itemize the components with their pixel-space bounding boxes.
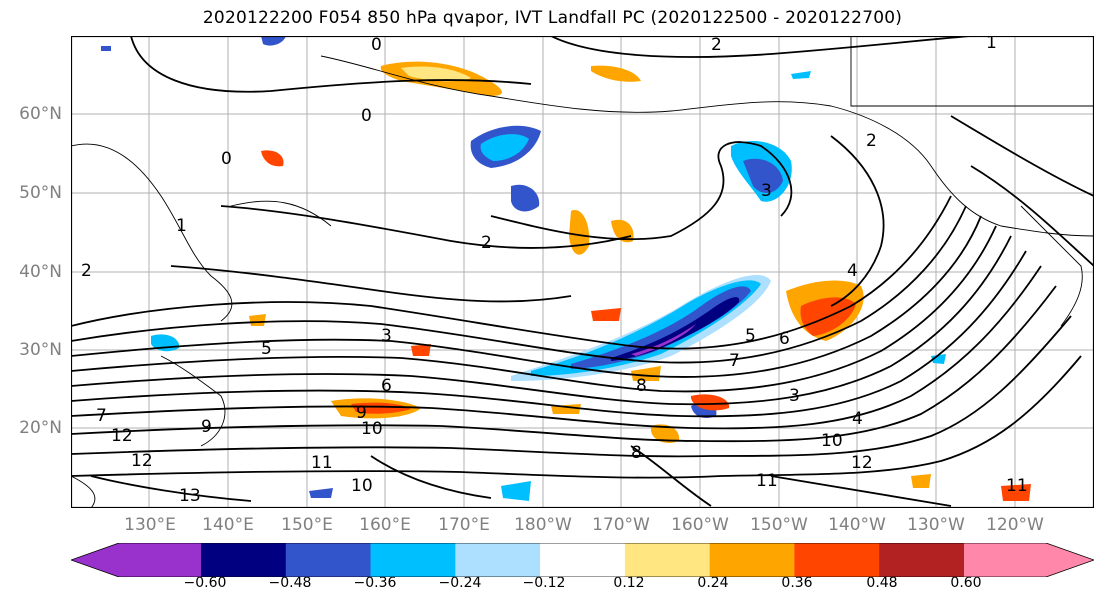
- map-panel: 0 2 1 0 0 2 2 3 1 2 3 4 5 6 7 8 9 10 11 …: [71, 36, 1094, 508]
- contour-label: 5: [261, 339, 272, 359]
- colorbar-segments: [71, 543, 1094, 577]
- colorbar-tick-label: 0.36: [781, 575, 813, 591]
- contour-label: 5: [745, 326, 756, 346]
- ivt-contours: [71, 36, 1094, 507]
- lat-label-50n: 50°N: [19, 183, 62, 203]
- colorbar-segment: [201, 543, 287, 577]
- contour-label: 2: [481, 233, 492, 253]
- coastlines: [71, 36, 1094, 508]
- contour-label: 11: [756, 471, 778, 491]
- contour-label: 12: [111, 426, 133, 446]
- contour-label: 0: [371, 36, 382, 55]
- contour-label: 1: [176, 216, 187, 236]
- lat-label-30n: 30°N: [19, 340, 62, 360]
- contour-label: 3: [381, 326, 392, 346]
- colorbar-extend-min: [71, 543, 201, 577]
- lon-label: 130°W: [907, 515, 965, 535]
- lon-label: 140°E: [202, 515, 254, 535]
- contour-label: 10: [361, 419, 383, 439]
- colorbar-segment: [709, 543, 795, 577]
- lat-label-40n: 40°N: [19, 262, 62, 282]
- shaded-anomalies: [101, 36, 1031, 501]
- contour-label: 4: [852, 409, 863, 429]
- contour-label: 0: [221, 149, 232, 169]
- contour-label: 3: [761, 181, 772, 201]
- lon-label: 160°W: [671, 515, 729, 535]
- lon-label: 150°W: [750, 515, 808, 535]
- lon-label: 160°E: [359, 515, 411, 535]
- colorbar-tick-label: −0.60: [183, 575, 227, 591]
- contour-label-layer: 0 2 1 0 0 2 2 3 1 2 3 4 5 6 7 8 9 10 11 …: [81, 36, 1028, 506]
- contour-label: 0: [361, 106, 372, 126]
- contour-label: 10: [351, 476, 373, 496]
- contour-label: 8: [636, 376, 647, 396]
- lon-label: 120°W: [986, 515, 1044, 535]
- contour-label: 7: [729, 351, 740, 371]
- colorbar-segment: [624, 543, 711, 577]
- contour-label: 8: [631, 443, 642, 463]
- colorbar: [71, 543, 1094, 577]
- colorbar-extend-max: [964, 543, 1094, 577]
- colorbar-tick-label: 0.48: [866, 575, 898, 591]
- lat-label-20n: 20°N: [19, 418, 62, 438]
- contour-label: 2: [81, 261, 92, 281]
- contour-label: 11: [1006, 476, 1028, 496]
- contour-label: 4: [847, 261, 858, 281]
- contour-label: 2: [711, 36, 722, 55]
- lon-label: 150°E: [281, 515, 333, 535]
- lon-label: 170°E: [438, 515, 490, 535]
- colorbar-segment: [455, 543, 541, 577]
- contour-label: 1: [986, 36, 997, 53]
- colorbar-tick-label: −0.48: [268, 575, 312, 591]
- contour-label: 3: [789, 386, 800, 406]
- contour-label: 2: [866, 131, 877, 151]
- colorbar-tick-label: −0.36: [353, 575, 397, 591]
- map-title: 2020122200 F054 850 hPa qvapor, IVT Land…: [202, 8, 903, 28]
- contour-label: 12: [851, 453, 873, 473]
- contour-label: 6: [381, 376, 392, 396]
- colorbar-tick-label: 0.60: [950, 575, 982, 591]
- contour-label: 6: [779, 329, 790, 349]
- contour-label: 10: [821, 431, 843, 451]
- contour-label: 7: [96, 406, 107, 426]
- colorbar-tick-label: 0.12: [613, 575, 645, 591]
- colorbar-segment: [370, 543, 456, 577]
- colorbar-segment: [285, 543, 372, 577]
- contour-label: 13: [179, 486, 201, 506]
- colorbar-tick-label: −0.24: [438, 575, 482, 591]
- contour-label: 11: [311, 453, 333, 473]
- lon-label: 130°E: [124, 515, 176, 535]
- colorbar-tick-label: −0.12: [522, 575, 566, 591]
- map-border: [71, 36, 1094, 508]
- colorbar-segment: [540, 543, 626, 577]
- contour-label: 12: [131, 451, 153, 471]
- map-svg: 0 2 1 0 0 2 2 3 1 2 3 4 5 6 7 8 9 10 11 …: [71, 36, 1094, 508]
- colorbar-segment: [794, 543, 880, 577]
- lon-label: 170°W: [592, 515, 650, 535]
- contour-label: 9: [356, 403, 367, 423]
- contour-label: 9: [201, 417, 212, 437]
- lat-label-60n: 60°N: [19, 104, 62, 124]
- lon-label: 180°W: [514, 515, 572, 535]
- colorbar-segment: [879, 543, 965, 577]
- colorbar-tick-label: 0.24: [697, 575, 729, 591]
- lon-label: 140°W: [828, 515, 886, 535]
